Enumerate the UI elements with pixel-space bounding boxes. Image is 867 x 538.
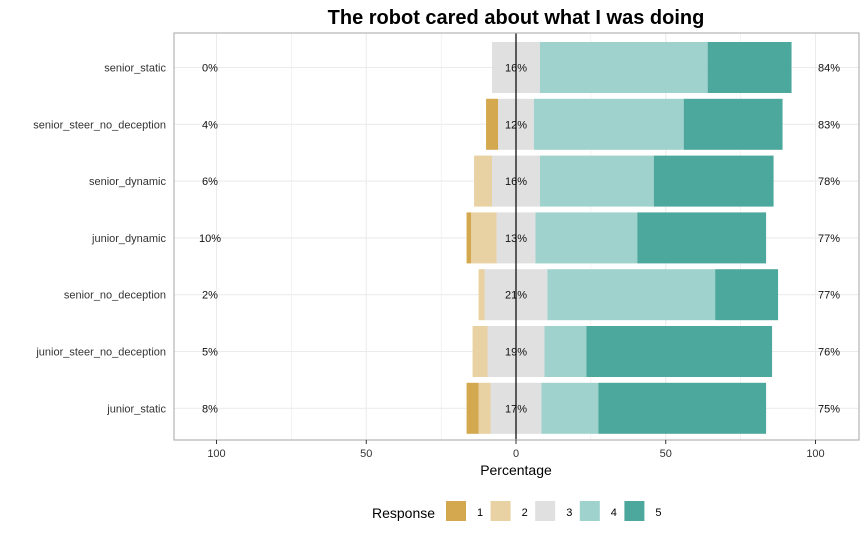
bar-response-2 [471,212,497,264]
category-label: senior_static [104,63,166,75]
bar-response-5 [653,155,774,207]
bar-response-2 [478,382,491,434]
legend: Response 1 2 3 4 5 [372,501,662,521]
legend-key-5 [624,501,645,521]
category-label: senior_dynamic [89,176,167,188]
bar-response-5 [707,42,792,93]
right-percent-label: 75% [818,403,840,415]
right-percent-label: 77% [818,290,840,302]
labels-layer: senior_static 0% 16% 84%senior_steer_no_dec… [33,63,840,416]
bar-response-2 [472,326,488,377]
x-tick-label: 0 [513,448,519,460]
bar-response-5 [637,212,767,264]
legend-key-1 [446,501,466,521]
bars-layer [466,42,792,434]
bar-response-4 [539,42,708,93]
legend-key-3 [535,501,556,521]
category-label: senior_steer_no_deception [33,119,166,131]
legend-label: 3 [566,507,572,519]
chart-title: The robot cared about what I was doing [328,7,705,29]
left-percent-label: 8% [202,403,218,415]
legend-key-4 [579,501,600,521]
bar-response-5 [683,98,783,150]
bar-response-2 [478,269,485,321]
bar-response-2 [474,155,493,207]
x-tick-label: 50 [360,448,372,460]
legend-title: Response [372,505,435,521]
left-percent-label: 6% [202,176,218,188]
bar-response-4 [535,212,638,264]
category-label: junior_dynamic [91,233,166,245]
category-label: junior_steer_no_deception [35,347,166,359]
bar-response-1 [486,98,499,150]
x-axis-title: Percentage [480,462,552,478]
left-percent-label: 4% [202,119,218,131]
left-percent-label: 0% [202,63,218,75]
legend-label: 5 [655,507,661,519]
bar-response-5 [598,382,767,434]
bar-response-1 [466,382,479,434]
legend-label: 1 [477,507,483,519]
right-percent-label: 78% [818,176,840,188]
bar-response-4 [533,98,684,150]
left-percent-label: 5% [202,347,218,359]
legend-label: 4 [611,507,617,519]
x-axis-ticks: 100 50 0 50 100 [207,440,825,460]
bar-response-5 [586,326,773,377]
x-tick-label: 100 [207,448,225,460]
bar-response-4 [541,382,599,434]
right-percent-label: 84% [818,63,840,75]
bar-response-4 [544,326,587,377]
legend-label: 2 [522,507,528,519]
x-tick-label: 50 [660,448,672,460]
left-percent-label: 2% [202,290,218,302]
category-label: senior_no_deception [64,290,166,302]
legend-key-2 [490,501,511,521]
x-tick-label: 100 [806,448,824,460]
bar-response-4 [547,269,716,321]
bar-response-5 [715,269,779,321]
category-label: junior_static [106,403,166,415]
right-percent-label: 77% [818,233,840,245]
bar-response-1 [466,212,472,264]
left-percent-label: 10% [199,233,221,245]
right-percent-label: 76% [818,347,840,359]
right-percent-label: 83% [818,119,840,131]
bar-response-4 [539,155,654,207]
